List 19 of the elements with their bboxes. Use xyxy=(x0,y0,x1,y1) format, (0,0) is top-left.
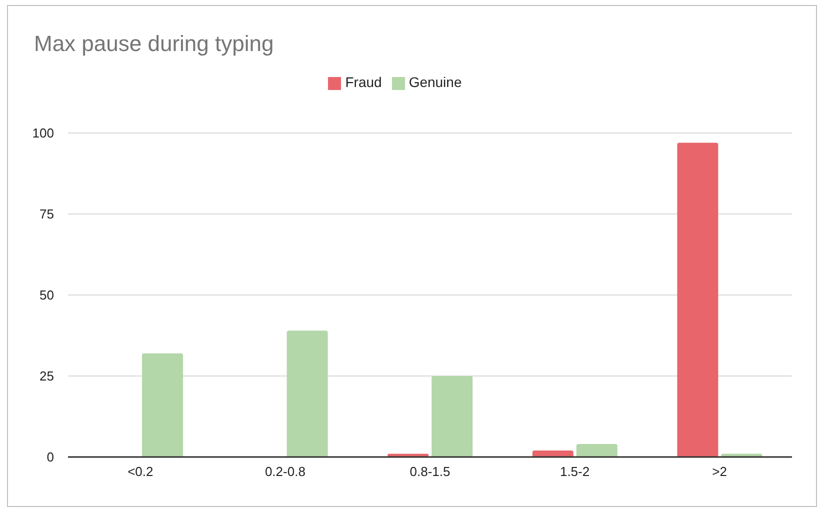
chart-title: Max pause during typing xyxy=(34,31,274,56)
x-tick-label: 0.2-0.8 xyxy=(264,464,306,480)
bar xyxy=(432,376,473,457)
y-tick-label: 100 xyxy=(32,126,54,141)
bar xyxy=(532,450,574,457)
x-tick-label: 1.5-2 xyxy=(560,464,590,480)
y-tick-label: 0 xyxy=(46,450,54,465)
bar xyxy=(142,353,183,457)
y-tick-label: 25 xyxy=(40,368,54,384)
bar xyxy=(286,330,328,457)
y-tick-label: 75 xyxy=(40,206,54,222)
legend-label: Genuine xyxy=(408,74,462,90)
legend-label: Fraud xyxy=(345,74,382,90)
x-tick-label: >2 xyxy=(712,464,728,480)
x-tick-label: 0.8-1.5 xyxy=(410,464,450,480)
bar xyxy=(576,444,618,457)
x-tick-label: <0.2 xyxy=(128,464,154,480)
bar xyxy=(677,142,718,457)
y-tick-label: 50 xyxy=(40,288,54,303)
